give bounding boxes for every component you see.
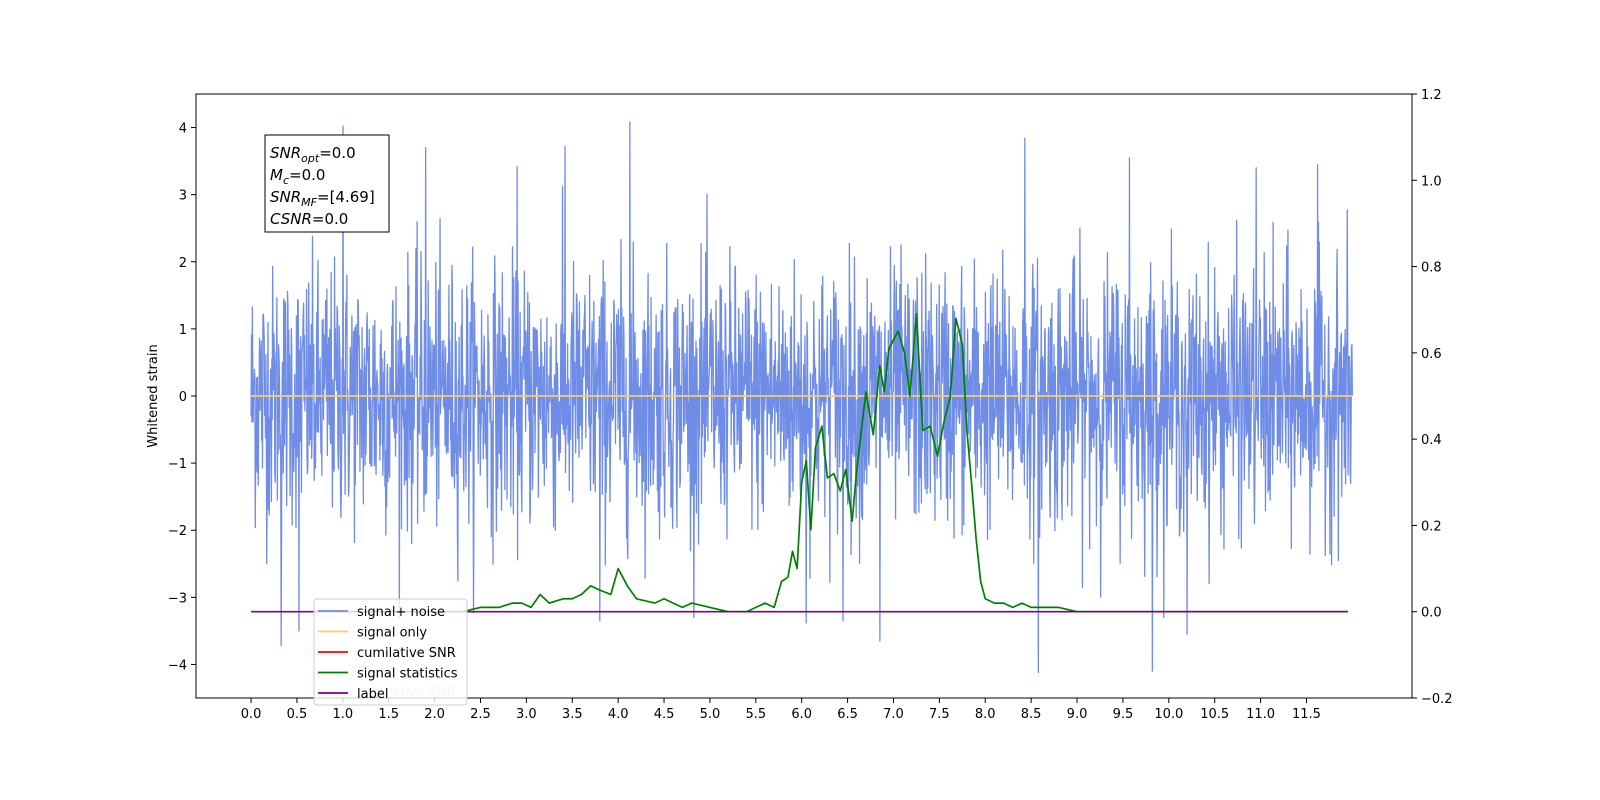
x-tick-label: 0.0 [241, 707, 262, 722]
y2-tick-label: −0.2 [1421, 692, 1453, 707]
x-tick-label: 6.0 [791, 707, 812, 722]
x-tick-label: 8.5 [1021, 707, 1042, 722]
x-tick-label: 7.0 [883, 707, 904, 722]
y2-tick-label: 0.8 [1421, 261, 1442, 276]
legend-label: signal only [357, 626, 427, 641]
y2-tick-label: 0.2 [1421, 519, 1442, 534]
y-axis-label: Whitened strain [146, 344, 161, 447]
x-tick-label: 0.5 [287, 707, 308, 722]
x-tick-label: 2.0 [424, 707, 445, 722]
y-tick-label: 2 [179, 256, 187, 271]
annotation-line: SNRMF=[4.69] [270, 188, 375, 209]
legend-label: signal statistics [357, 667, 458, 682]
y-tick-label: −2 [168, 524, 187, 539]
y-tick-label: −4 [168, 658, 187, 673]
legend-frame [313, 598, 468, 706]
x-tick-label: 5.0 [700, 707, 721, 722]
series-signal-statistics [461, 313, 1348, 613]
x-tick-label: 6.5 [837, 707, 858, 722]
x-tick-label: 2.5 [470, 707, 491, 722]
annotation-line: Mc=0.0 [270, 166, 325, 187]
x-tick-label: 4.5 [654, 707, 675, 722]
x-tick-label: 5.5 [745, 707, 766, 722]
y-tick-label: 4 [179, 122, 187, 137]
series-signal-plus-noise [250, 121, 1353, 674]
x-tick-label: 1.0 [332, 707, 353, 722]
y-tick-label: −3 [168, 591, 187, 606]
y-tick-label: 0 [179, 390, 187, 405]
x-tick-label: 8.0 [975, 707, 996, 722]
x-tick-label: 7.5 [929, 707, 950, 722]
axes: 0.0 0.5 1.0 1.5 2.0 2.5 3.0 3.5 4.0 4.5 5.0 5.5 6.0 6… [146, 88, 1453, 722]
y-tick-label: −1 [168, 457, 187, 472]
y-tick-label: 1 [179, 323, 187, 338]
legend-label: label [357, 687, 388, 702]
y2-tick-label: 0.6 [1421, 347, 1442, 362]
y2-tick-label: 0.0 [1421, 606, 1442, 621]
y2-tick-label: 0.4 [1421, 433, 1442, 448]
x-tick-label: 10.5 [1200, 707, 1229, 722]
legend-label: cumilative SNR [357, 646, 456, 661]
x-tick-label: 4.0 [608, 707, 629, 722]
legend-label: signal+ noise [357, 605, 445, 620]
x-tick-label: 10.0 [1154, 707, 1183, 722]
x-tick-label: 11.5 [1292, 707, 1321, 722]
annotation-frame [264, 134, 390, 233]
y-tick-label: 3 [179, 189, 187, 204]
annotation-line: SNRopt=0.0 [270, 144, 356, 165]
x-tick-label: 11.0 [1246, 707, 1275, 722]
y2-tick-label: 1.0 [1421, 174, 1442, 189]
x-tick-label: 1.5 [378, 707, 399, 722]
x-tick-label: 9.5 [1113, 707, 1134, 722]
x-tick-label: 3.0 [516, 707, 537, 722]
x-tick-label: 3.5 [562, 707, 583, 722]
x-tick-label: 9.0 [1067, 707, 1088, 722]
annotation-line: CSNR=0.0 [270, 210, 348, 228]
y2-tick-label: 1.2 [1421, 88, 1442, 103]
